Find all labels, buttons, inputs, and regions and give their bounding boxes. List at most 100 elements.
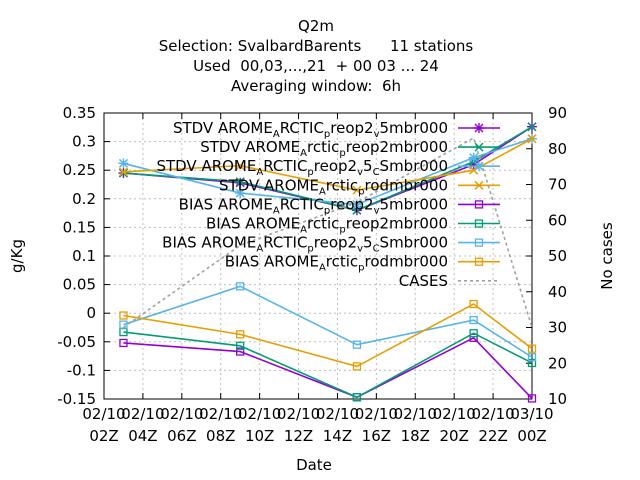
- x-tick-label: 02/10: [121, 405, 164, 423]
- y2-tick-label: 20: [548, 354, 567, 372]
- legend-marker: [474, 123, 484, 133]
- x-tick-label: 02/10: [316, 405, 359, 423]
- x-tick-label: 04Z: [128, 427, 157, 445]
- x-tick-label: 02/10: [160, 405, 203, 423]
- data-point: [236, 347, 245, 356]
- y-tick-label: -0.1: [67, 361, 96, 379]
- x-tick-label: 22Z: [478, 427, 507, 445]
- y2-tick-label: 70: [548, 176, 567, 194]
- series-line: [123, 285, 533, 358]
- data-point: [118, 158, 129, 169]
- x-tick-label: 02/10: [82, 405, 125, 423]
- series-6: [119, 327, 537, 402]
- y-tick-label: 0.05: [63, 276, 96, 294]
- y-tick-label: 0.25: [63, 161, 96, 179]
- x-tick-label: 02Z: [89, 427, 118, 445]
- y-tick-label: 0.35: [63, 104, 96, 122]
- legend-label: BIAS AROMEArcticprodmbr000: [225, 253, 448, 274]
- y2-tick-label: 80: [548, 140, 567, 158]
- x-tick-label: 16Z: [362, 427, 391, 445]
- data-point: [235, 161, 245, 171]
- data-point: [352, 340, 362, 349]
- x-tick-label: 02/10: [394, 405, 437, 423]
- title-line: Selection: SvalbardBarents 11 stations: [159, 37, 474, 55]
- x-tick-label: 02/10: [433, 405, 476, 423]
- x-tick-label: 03/10: [510, 405, 553, 423]
- x-tick-label: 20Z: [439, 427, 468, 445]
- x-tick-label: 06Z: [167, 427, 196, 445]
- legend-marker: [474, 142, 484, 152]
- y2-tick-label: 30: [548, 319, 567, 337]
- data-point: [351, 199, 362, 210]
- legend-label: STDV AROMEArcticprodmbr000: [219, 176, 448, 197]
- data-point: [119, 338, 128, 348]
- data-point: [352, 362, 362, 371]
- y2-axis: 10 20 30 40 50 60 70 80 90: [526, 104, 567, 408]
- legend-label: CASES: [399, 272, 448, 290]
- legend-label: BIAS AROMEArcticpreop2mbr000: [206, 215, 448, 236]
- x-tick-label: 18Z: [401, 427, 430, 445]
- y2-tick-label: 10: [548, 390, 567, 408]
- data-point: [469, 329, 478, 338]
- series-7: [119, 282, 537, 362]
- y2-tick-label: 40: [548, 283, 567, 301]
- y-tick-label: 0: [86, 304, 96, 322]
- series-line: [123, 336, 533, 399]
- y-tick-label: 0.1: [72, 247, 96, 265]
- series-line: [123, 331, 533, 399]
- x-tick-label: 10Z: [245, 427, 274, 445]
- legend-marker: [474, 200, 484, 209]
- series-8: [119, 299, 537, 371]
- legend-marker: [474, 161, 484, 172]
- x-tick-label: 02/10: [238, 405, 281, 423]
- data-point: [235, 177, 245, 187]
- data-point: [527, 353, 537, 362]
- data-point: [527, 394, 537, 403]
- legend-label: STDV AROMEARCTICpreop2v5CSmbr000: [156, 157, 448, 178]
- y2-tick-label: 60: [548, 211, 567, 229]
- data-point: [236, 330, 245, 339]
- data-point: [468, 152, 479, 163]
- x-tick-label: 08Z: [206, 427, 235, 445]
- data-point: [527, 134, 537, 144]
- y-tick-label: 0.2: [72, 190, 96, 208]
- x-axis-label: Date: [296, 456, 332, 474]
- y2-axis-label: No cases: [598, 222, 616, 290]
- chart-title: Q2m Selection: SvalbardBarents 11 station…: [159, 17, 474, 95]
- data-point: [469, 165, 479, 175]
- data-point: [527, 344, 537, 353]
- series-layer: [118, 121, 537, 403]
- data-point: [352, 185, 362, 195]
- data-point: [469, 315, 478, 325]
- legend-label: STDV AROMEARCTICpreop2v5mbr000: [173, 119, 448, 140]
- x-axis: 02/1002Z02/1004Z02/1006Z02/1008Z02/1010Z…: [82, 113, 554, 445]
- legend-marker: [474, 180, 484, 190]
- legend-marker: [474, 238, 484, 247]
- x-tick-label: 02/10: [471, 405, 514, 423]
- x-tick-label: 12Z: [284, 427, 313, 445]
- series-4: [118, 134, 537, 195]
- title-line: Q2m: [298, 17, 334, 35]
- series-line: [123, 303, 533, 368]
- x-tick-label: 14Z: [323, 427, 352, 445]
- x-tick-label: 00Z: [517, 427, 546, 445]
- data-point: [469, 299, 478, 309]
- y2-tick-label: 90: [548, 104, 567, 122]
- data-point: [235, 177, 246, 188]
- legend-marker: [474, 257, 484, 266]
- data-point: [235, 188, 246, 199]
- legend-label: STDV AROMEArcticpreop2mbr000: [200, 138, 448, 159]
- x-tick-label: 02/10: [277, 405, 320, 423]
- y-tick-label: -0.05: [57, 333, 96, 351]
- y-tick-label: -0.15: [57, 390, 96, 408]
- data-point: [468, 159, 479, 170]
- x-tick-label: 02/10: [199, 405, 242, 423]
- data-point: [527, 122, 537, 132]
- title-line: Averaging window: 6h: [231, 77, 401, 95]
- data-point: [236, 282, 245, 291]
- data-point: [527, 358, 537, 368]
- y2-tick-label: 50: [548, 247, 567, 265]
- data-point: [119, 320, 128, 329]
